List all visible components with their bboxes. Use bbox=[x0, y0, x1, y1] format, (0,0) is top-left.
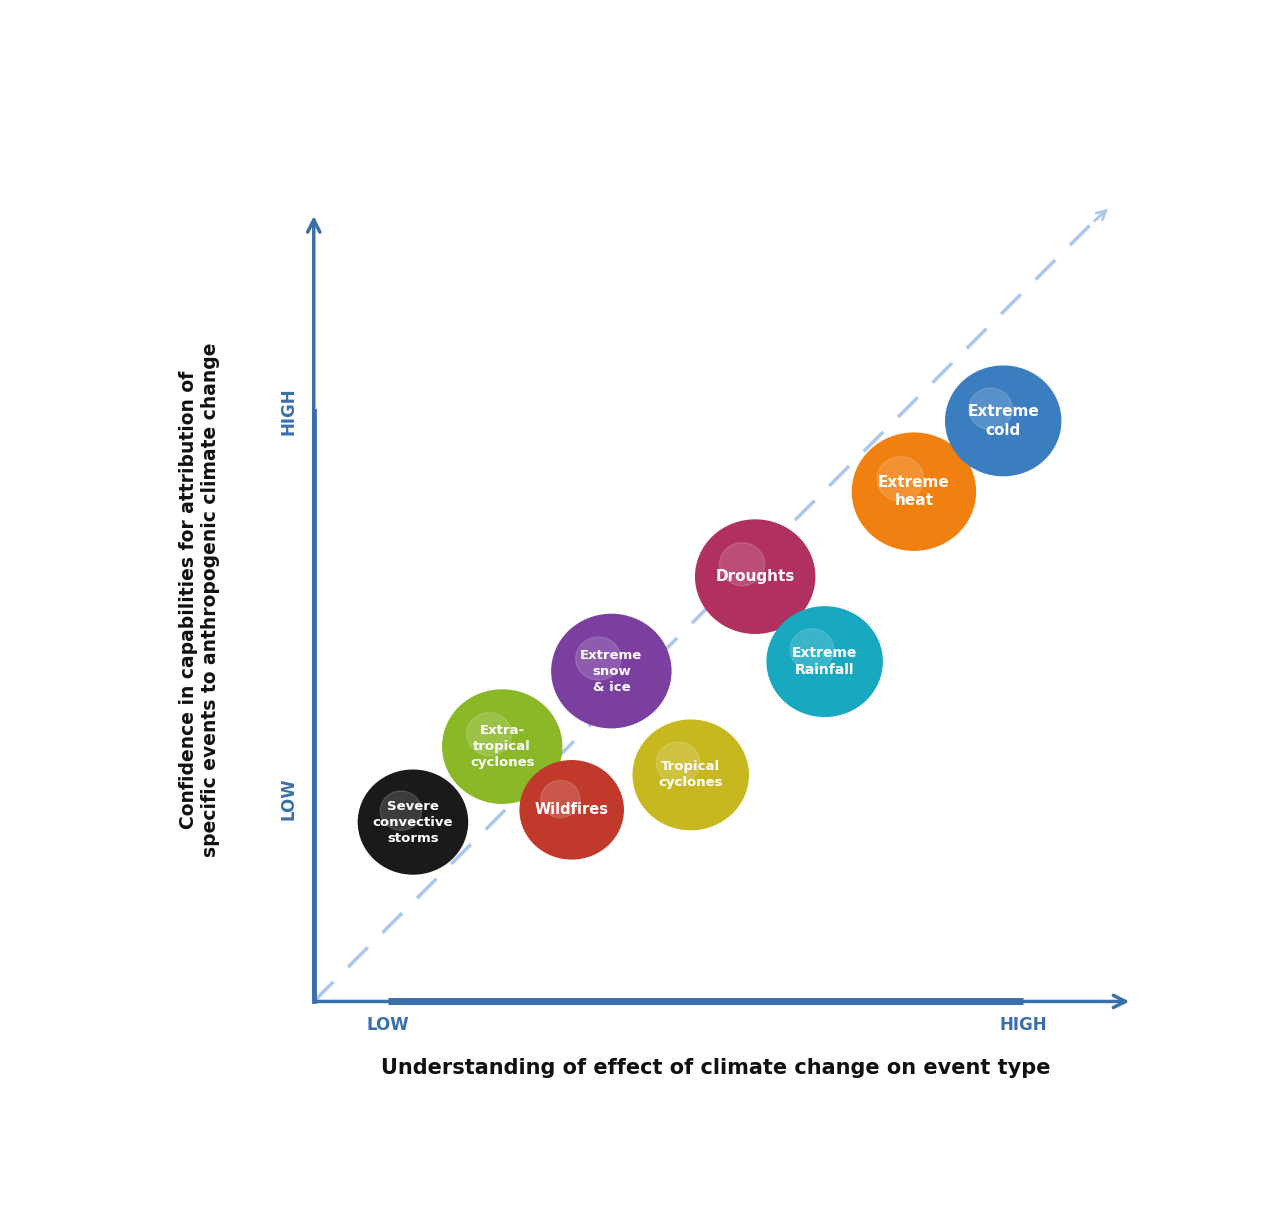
Circle shape bbox=[380, 791, 421, 830]
Circle shape bbox=[466, 712, 512, 755]
Circle shape bbox=[790, 631, 870, 709]
Text: Extreme
heat: Extreme heat bbox=[878, 474, 950, 509]
Text: Tropical
cyclones: Tropical cyclones bbox=[658, 760, 723, 790]
Text: Understanding of effect of climate change on event type: Understanding of effect of climate chang… bbox=[380, 1058, 1051, 1078]
Circle shape bbox=[443, 690, 562, 803]
Circle shape bbox=[969, 391, 1050, 467]
Circle shape bbox=[877, 456, 924, 501]
Circle shape bbox=[576, 640, 659, 720]
Circle shape bbox=[466, 716, 550, 794]
Text: Severe
convective
storms: Severe convective storms bbox=[372, 799, 453, 845]
Circle shape bbox=[552, 614, 671, 728]
Circle shape bbox=[877, 460, 963, 542]
Text: Extreme
Rainfall: Extreme Rainfall bbox=[792, 646, 858, 677]
Text: LOW: LOW bbox=[367, 1016, 410, 1034]
Circle shape bbox=[576, 638, 621, 680]
Circle shape bbox=[767, 607, 882, 716]
Text: Confidence in capabilities for attribution of
specific events to anthropogenic c: Confidence in capabilities for attributi… bbox=[179, 343, 220, 857]
Text: Extreme
snow
& ice: Extreme snow & ice bbox=[580, 649, 643, 694]
Text: Wildfires: Wildfires bbox=[535, 802, 609, 818]
Circle shape bbox=[696, 520, 814, 634]
Circle shape bbox=[380, 793, 457, 867]
Circle shape bbox=[657, 742, 700, 783]
Circle shape bbox=[540, 781, 580, 818]
Text: Extreme
cold: Extreme cold bbox=[968, 405, 1039, 438]
Text: Extra-
tropical
cyclones: Extra- tropical cyclones bbox=[470, 725, 535, 769]
Circle shape bbox=[719, 543, 764, 586]
Circle shape bbox=[520, 760, 623, 859]
Circle shape bbox=[634, 720, 749, 830]
Text: LOW: LOW bbox=[280, 777, 298, 820]
Circle shape bbox=[540, 783, 613, 852]
Circle shape bbox=[969, 389, 1012, 429]
Circle shape bbox=[946, 367, 1061, 476]
Text: Droughts: Droughts bbox=[716, 569, 795, 584]
Text: HIGH: HIGH bbox=[280, 387, 298, 435]
Circle shape bbox=[790, 629, 833, 671]
Circle shape bbox=[852, 433, 975, 550]
Circle shape bbox=[719, 546, 803, 625]
Circle shape bbox=[657, 744, 737, 821]
Circle shape bbox=[358, 770, 467, 874]
Text: HIGH: HIGH bbox=[1000, 1016, 1047, 1034]
